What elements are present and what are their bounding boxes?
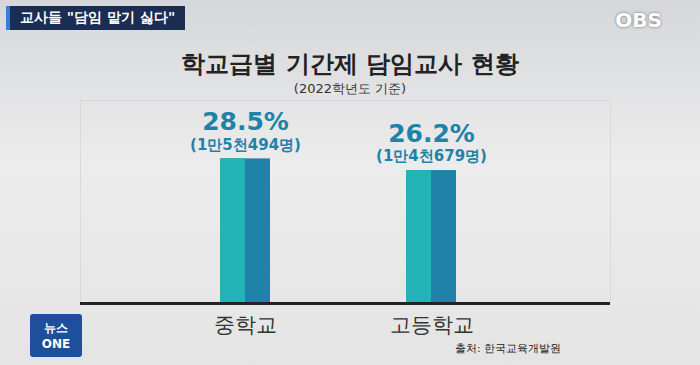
html-text:(2022학년도 기준): (2022학년도 기준)	[293, 81, 407, 96]
svg-text:(1만4천679명): (1만4천679명)	[376, 147, 487, 165]
html-text:출처: 한국교육개발원: 출처: 한국교육개발원	[455, 342, 562, 355]
svg-text:고등학교: 고등학교	[390, 313, 474, 337]
svg-text:(1만5천494명): (1만5천494명)	[190, 136, 301, 154]
svg-text:28.5%: 28.5%	[202, 107, 289, 136]
svg-text:중학교: 중학교	[214, 313, 277, 337]
html-text:교사들 "담임 맡기 싫다": 교사들 "담임 맡기 싫다"	[20, 9, 176, 25]
html-text:뉴스ONE: 뉴스ONE	[41, 321, 71, 351]
svg-text:26.2%: 26.2%	[388, 119, 475, 148]
html-text:학교급별 기간제 담임교사 현황: 학교급별 기간제 담임교사 현황	[181, 50, 519, 78]
html-text:OBS: OBS	[615, 8, 662, 32]
